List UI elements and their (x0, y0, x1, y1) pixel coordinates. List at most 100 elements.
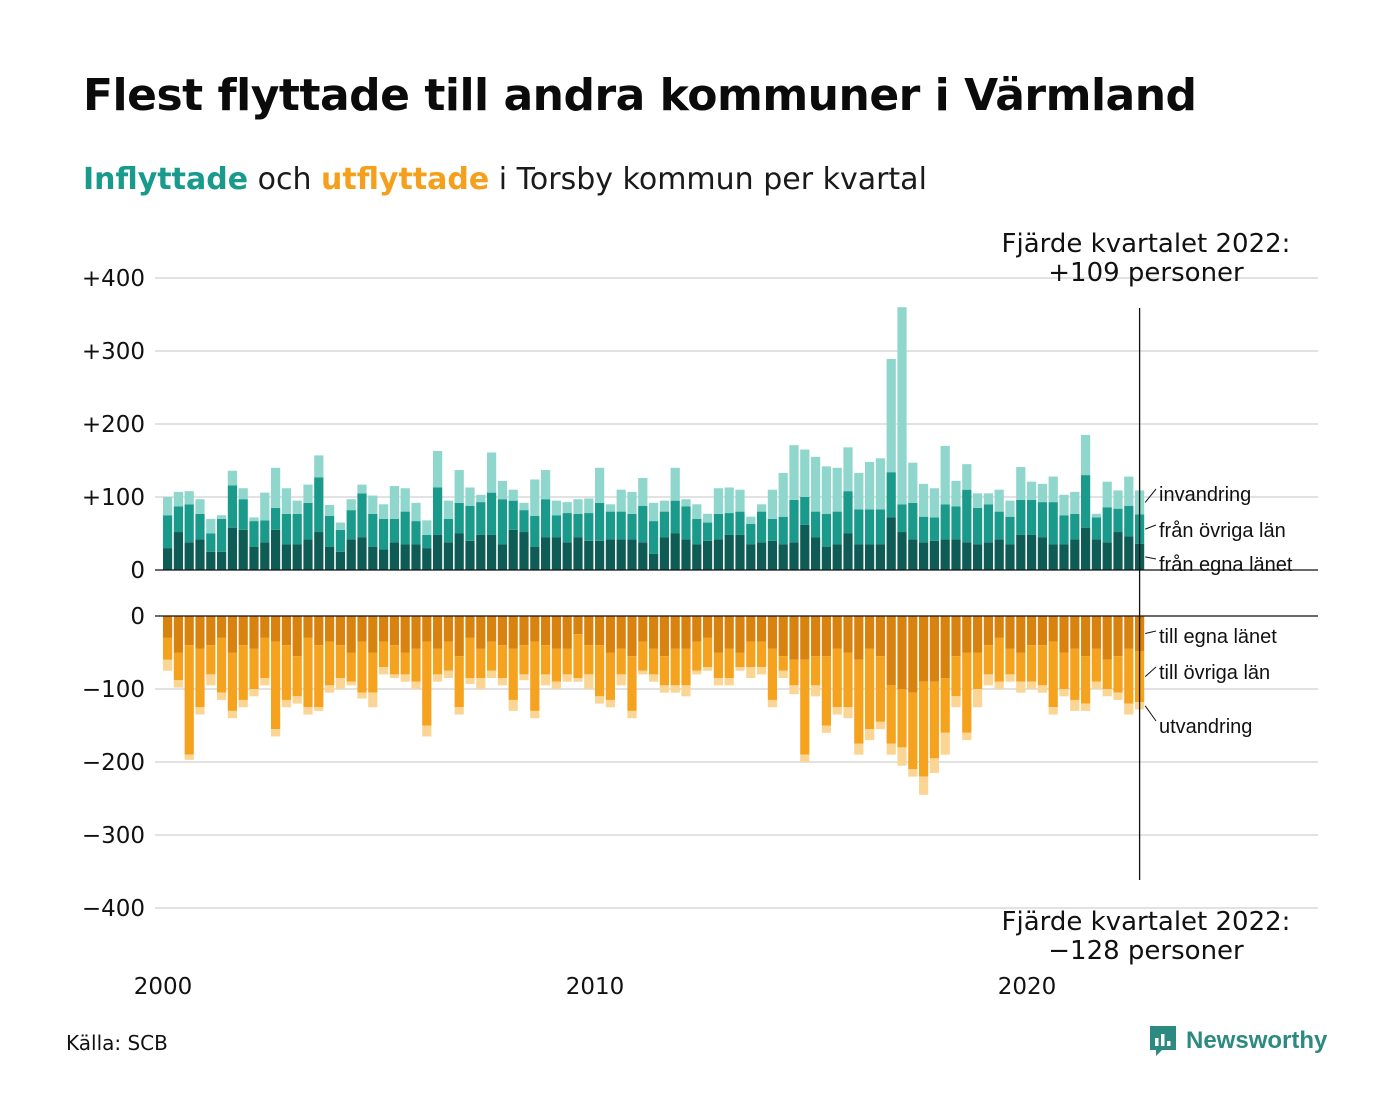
inflow-bar-segment (843, 491, 853, 534)
outflow-bar-segment (271, 616, 281, 642)
inflow-bar-segment (659, 500, 669, 512)
outflow-bar-segment (584, 645, 594, 675)
inflow-bar-segment (1070, 513, 1080, 540)
inflow-bar-segment (584, 513, 594, 541)
inflow-bar-segment (551, 500, 561, 516)
inflow-bar-segment (389, 518, 399, 543)
inflow-bar-segment (1037, 502, 1047, 538)
outflow-bar-segment (195, 616, 205, 649)
outflow-bar-segment (497, 645, 507, 679)
outflow-bar-segment (411, 648, 421, 682)
inflow-bar-segment (227, 470, 237, 486)
brand-logo[interactable]: Newsworthy (1148, 1024, 1327, 1058)
outflow-bar-segment (843, 616, 853, 653)
inflow-bar-segment (400, 511, 410, 545)
inflow-bar-segment (778, 544, 788, 570)
outflow-bar-segment (422, 616, 432, 642)
inflow-bar-segment (292, 500, 302, 514)
outflow-bar-segment (562, 648, 572, 675)
inflow-bar-segment (767, 518, 777, 541)
inflow-bar-segment (476, 494, 486, 503)
inflow-bar-segment (314, 532, 324, 570)
outflow-bar-segment (1059, 652, 1069, 689)
inflow-bar-segment (497, 480, 507, 500)
outflow-bar-segment (487, 641, 497, 671)
inflow-bar-segment (724, 534, 734, 570)
outflow-bar-segment (1124, 616, 1134, 649)
outflow-bar-segment (865, 648, 875, 730)
outflow-bar-segment (724, 616, 734, 649)
inflow-bar-segment (508, 529, 518, 570)
inflow-bar-segment (173, 532, 183, 570)
inflow-bar-segment (357, 493, 367, 538)
inflow-bar-segment (1005, 500, 1015, 517)
outflow-bar-segment (238, 616, 248, 646)
inflow-bar-segment (994, 539, 1004, 570)
inflow-bar-segment (303, 484, 313, 503)
series-label: invandring (1159, 484, 1251, 506)
outflow-bar-segment (422, 641, 432, 726)
inflow-bar-segment (163, 548, 173, 570)
outflow-bar-segment (1081, 616, 1091, 657)
inflow-bar-segment (573, 513, 583, 538)
inflow-bar-segment (875, 544, 885, 570)
inflow-bar-segment (724, 513, 734, 535)
inflow-bar-segment (659, 511, 669, 538)
outflow-bar-segment (379, 641, 389, 668)
outflow-bar-segment (335, 678, 345, 689)
inflow-bar-segment (173, 506, 183, 533)
inflow-bar-segment (476, 502, 486, 535)
inflow-bar-segment (1016, 467, 1026, 500)
outflow-bar-segment (595, 645, 605, 697)
inflow-bar-segment (595, 467, 605, 503)
outflow-bar-segment (508, 699, 518, 711)
inflow-bar-segment (703, 540, 713, 570)
inflow-bar-segment (595, 540, 605, 570)
inflow-bar-segment (832, 511, 842, 545)
outflow-bar-segment (919, 681, 929, 777)
outflow-bar-segment (649, 616, 659, 649)
outflow-bar-segment (1016, 681, 1026, 693)
outflow-bar-segment (163, 637, 173, 660)
y-tick-label: +300 (82, 339, 145, 365)
outflow-bar-segment (249, 616, 259, 649)
inflow-bar-segment (368, 495, 378, 514)
outflow-bar-segment (346, 616, 356, 653)
inflow-bar-segment (206, 518, 216, 534)
outflow-bar-segment (692, 616, 702, 642)
subtitle-och: och (248, 162, 321, 197)
outflow-bar-segment (897, 747, 907, 766)
outflow-bar-segment (314, 616, 324, 646)
inflow-bar-segment (433, 487, 443, 535)
outflow-bar-segment (1091, 681, 1101, 689)
inflow-bar-segment (487, 452, 497, 493)
outflow-bar-segment (627, 710, 637, 719)
inflow-bar-segment (411, 521, 421, 545)
outflow-bar-segment (368, 692, 378, 708)
inflow-bar-segment (875, 509, 885, 545)
outflow-bar-segment (659, 616, 669, 657)
outflow-bar-segment (735, 616, 745, 653)
outflow-bar-segment (357, 692, 367, 699)
outflow-bar-segment (994, 681, 1004, 689)
outflow-bar-segment (832, 616, 842, 649)
outflow-bar-segment (854, 616, 864, 660)
annotation-bottom-line2: −128 personer (1048, 936, 1244, 966)
outflow-bar-segment (454, 707, 464, 715)
inflow-bar-segment (865, 509, 875, 545)
inflow-bar-segment (627, 513, 637, 540)
inflow-bar-segment (497, 544, 507, 570)
inflow-bar-segment (638, 542, 648, 570)
inflow-bar-segment (670, 533, 680, 570)
outflow-bar-segment (886, 685, 896, 744)
outflow-bar-segment (476, 616, 486, 649)
inflow-bar-segment (983, 542, 993, 570)
inflow-bar-segment (821, 466, 831, 514)
inflow-bar-segment (811, 456, 821, 512)
inflow-bar-segment (811, 537, 821, 570)
outflow-bar-segment (271, 729, 281, 737)
inflow-bar-segment (206, 551, 216, 570)
outflow-bar-segment (1048, 641, 1058, 708)
outflow-bar-segment (519, 645, 529, 675)
inflow-bar-segment (281, 513, 291, 545)
